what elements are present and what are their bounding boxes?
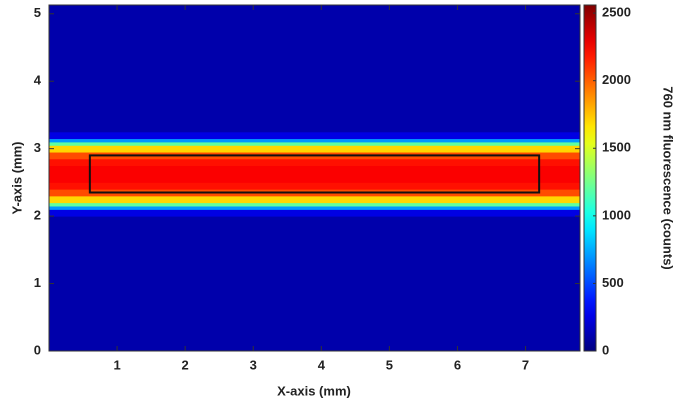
heat-row <box>49 182 580 189</box>
colorbar-tick-label: 500 <box>602 275 624 290</box>
colorbar-tick-label: 0 <box>602 342 609 357</box>
colorbar <box>584 5 596 351</box>
y-tick-label: 5 <box>34 5 41 20</box>
y-tick-label: 0 <box>34 342 41 357</box>
y-tick-label: 1 <box>34 275 41 290</box>
colorbar-tick-label: 2500 <box>602 5 631 20</box>
x-axis-title: X-axis (mm) <box>277 383 351 398</box>
heat-row <box>49 196 580 203</box>
heat-row <box>49 142 580 146</box>
x-tick-label: 3 <box>250 357 257 372</box>
colorbar-tick-label: 1500 <box>602 140 631 155</box>
x-tick-label: 4 <box>318 357 326 372</box>
y-tick-label: 4 <box>34 73 42 88</box>
heat-row <box>49 166 580 183</box>
colorbar-title: 760 nm fluorescence (counts) <box>661 86 676 270</box>
y-tick-label: 2 <box>34 208 41 223</box>
colorbar-tick-label: 1000 <box>602 207 631 222</box>
heat-row <box>49 5 580 132</box>
heat-row <box>49 139 580 143</box>
x-tick-label: 6 <box>454 357 461 372</box>
chart: X-axis (mm) Y-axis (mm) 760 nm fluoresce… <box>0 0 682 403</box>
colorbar-tick-label: 2000 <box>602 72 631 87</box>
x-tick-label: 1 <box>113 357 120 372</box>
heatmap <box>49 5 580 352</box>
y-tick-label: 3 <box>34 140 41 155</box>
heat-row <box>49 132 580 139</box>
y-axis-title: Y-axis (mm) <box>9 142 24 215</box>
heat-row <box>49 209 580 216</box>
heat-row <box>49 206 580 210</box>
x-tick-label: 2 <box>182 357 189 372</box>
x-tick-label: 7 <box>522 357 529 372</box>
heat-row <box>49 216 580 351</box>
heat-row <box>49 203 580 207</box>
x-tick-label: 5 <box>386 357 393 372</box>
heat-row <box>49 159 580 166</box>
heat-row <box>49 145 580 152</box>
